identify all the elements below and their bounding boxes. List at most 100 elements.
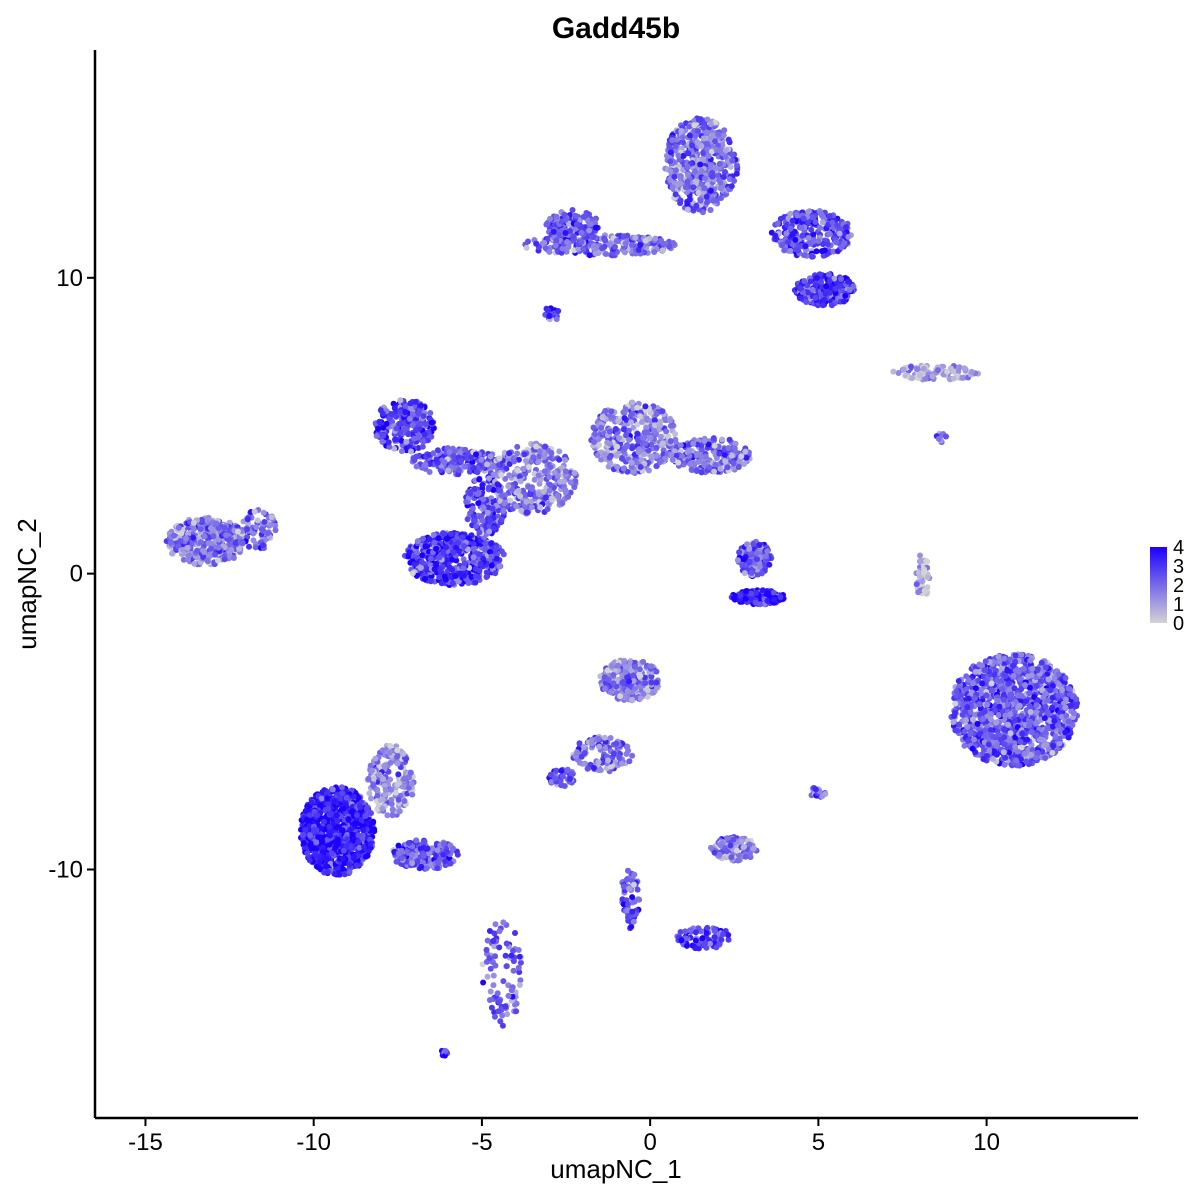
cell-point bbox=[562, 216, 569, 223]
cell-point bbox=[669, 137, 676, 144]
cell-point bbox=[244, 526, 251, 533]
cell-point bbox=[594, 452, 601, 459]
cell-point bbox=[448, 531, 455, 537]
cluster-center-left-arm bbox=[372, 397, 437, 455]
cell-point bbox=[570, 233, 577, 240]
cell-point bbox=[223, 532, 229, 539]
cell-point bbox=[682, 184, 689, 191]
cell-point bbox=[712, 461, 719, 468]
cell-point bbox=[567, 489, 574, 496]
cell-point bbox=[724, 464, 731, 471]
cell-point bbox=[704, 116, 711, 123]
cell-point bbox=[408, 448, 414, 455]
cell-point bbox=[814, 274, 820, 281]
cell-point bbox=[523, 498, 530, 505]
cell-point bbox=[562, 457, 569, 464]
cell-point bbox=[587, 221, 594, 227]
cell-point bbox=[697, 116, 704, 123]
cell-point bbox=[798, 224, 805, 231]
cell-point bbox=[459, 534, 466, 541]
cell-point bbox=[433, 560, 439, 567]
cell-point bbox=[250, 537, 257, 544]
cell-point bbox=[465, 580, 472, 586]
cell-point bbox=[659, 408, 666, 415]
cell-point bbox=[171, 532, 178, 539]
cell-point bbox=[890, 368, 897, 375]
cell-point bbox=[258, 526, 265, 533]
cell-point bbox=[789, 217, 796, 224]
cell-point bbox=[784, 221, 791, 228]
cell-point bbox=[548, 495, 555, 502]
cell-point bbox=[409, 411, 416, 418]
cell-point bbox=[686, 196, 693, 203]
cell-point bbox=[729, 151, 735, 158]
cell-point bbox=[684, 171, 691, 178]
cell-point bbox=[606, 454, 613, 461]
cluster-left-island-tail bbox=[234, 507, 279, 552]
cell-point bbox=[590, 234, 597, 241]
cell-point bbox=[476, 476, 483, 483]
cell-point bbox=[500, 507, 507, 514]
cell-point bbox=[559, 500, 566, 507]
cell-point bbox=[722, 169, 728, 175]
cell-point bbox=[779, 242, 785, 248]
cell-point bbox=[471, 486, 478, 492]
cell-point bbox=[433, 456, 440, 463]
cell-point bbox=[715, 131, 722, 138]
cell-point bbox=[674, 136, 681, 143]
cell-point bbox=[736, 458, 743, 465]
cell-point bbox=[250, 530, 257, 537]
cell-point bbox=[917, 552, 923, 559]
cell-point bbox=[812, 219, 819, 225]
cell-point bbox=[183, 535, 190, 542]
cell-point bbox=[476, 529, 483, 536]
cell-point bbox=[703, 141, 709, 148]
cell-point bbox=[503, 465, 510, 472]
cell-point bbox=[950, 375, 957, 382]
cell-point bbox=[228, 546, 235, 553]
cell-point bbox=[622, 240, 629, 247]
cell-point bbox=[690, 184, 697, 191]
cell-point bbox=[635, 246, 642, 253]
cell-point bbox=[407, 400, 414, 407]
cell-point bbox=[721, 127, 728, 134]
cell-point bbox=[723, 147, 729, 154]
cell-point bbox=[753, 550, 760, 557]
cell-point bbox=[492, 570, 499, 577]
cell-point bbox=[268, 514, 275, 521]
cell-point bbox=[637, 464, 644, 470]
cell-point bbox=[677, 173, 684, 179]
cell-point bbox=[717, 465, 724, 472]
cell-point bbox=[700, 124, 707, 131]
cell-point bbox=[727, 163, 734, 170]
cell-point bbox=[578, 239, 585, 246]
cell-point bbox=[232, 540, 239, 546]
cell-point bbox=[547, 215, 553, 222]
cell-point bbox=[194, 547, 200, 554]
cell-point bbox=[900, 366, 907, 373]
cell-point bbox=[704, 199, 711, 206]
cell-point bbox=[208, 545, 214, 552]
cell-point bbox=[419, 552, 426, 559]
cell-point bbox=[515, 456, 522, 463]
cell-point bbox=[562, 230, 569, 236]
cell-point bbox=[409, 421, 416, 428]
cell-point bbox=[546, 248, 553, 255]
cell-point bbox=[506, 450, 513, 457]
cell-point bbox=[573, 221, 580, 228]
cell-point bbox=[800, 215, 807, 222]
cell-point bbox=[634, 430, 641, 437]
cell-point bbox=[441, 459, 448, 466]
cell-point bbox=[736, 549, 743, 556]
cell-point bbox=[663, 428, 670, 435]
cell-point bbox=[686, 452, 693, 459]
cell-point bbox=[403, 438, 410, 445]
cell-point bbox=[915, 589, 922, 596]
cell-point bbox=[635, 449, 642, 456]
cell-point bbox=[552, 242, 559, 249]
cell-point bbox=[707, 135, 714, 142]
cell-point bbox=[446, 448, 453, 455]
cell-point bbox=[571, 484, 578, 491]
cell-points bbox=[163, 115, 1080, 1059]
cell-point bbox=[428, 419, 435, 426]
